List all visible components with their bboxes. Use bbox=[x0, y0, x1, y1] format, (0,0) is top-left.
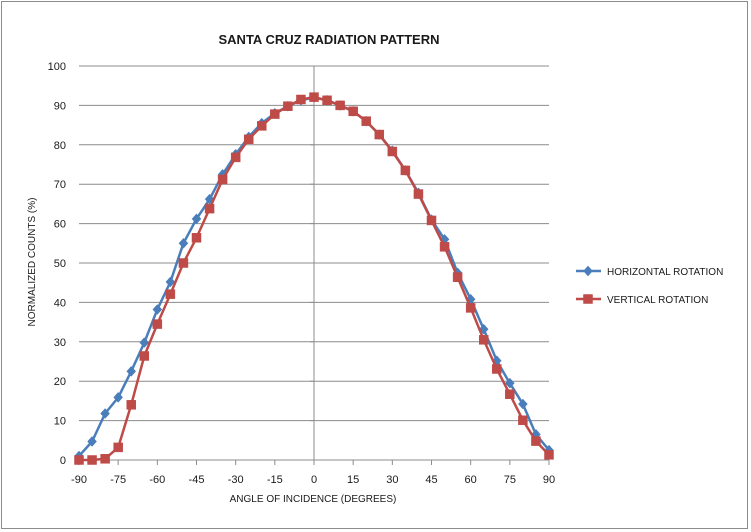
data-point-vertical-rotation--70 bbox=[126, 400, 136, 410]
y-tick-label-80: 80 bbox=[54, 140, 66, 152]
data-point-vertical-rotation-70 bbox=[492, 364, 502, 374]
data-point-horizontal-rotation--85 bbox=[87, 436, 97, 447]
data-point-horizontal-rotation--75 bbox=[113, 391, 124, 403]
x-tick-label--45: -45 bbox=[189, 474, 205, 486]
y-tick-label-100: 100 bbox=[48, 61, 66, 73]
x-tick-labels: -90 -75 -60 -45 -30 -15 0 15 30 45 60 75 90 bbox=[71, 474, 555, 486]
x-tick-label--75: -75 bbox=[110, 474, 126, 486]
x-tick-label--90: -90 bbox=[71, 474, 87, 486]
legend-item-vertical-rotation: VERTICAL ROTATION bbox=[576, 294, 708, 306]
data-point-horizontal-rotation--80 bbox=[100, 408, 110, 419]
x-tick-label-75: 75 bbox=[504, 474, 516, 486]
y-tick-label-50: 50 bbox=[54, 258, 66, 270]
data-point-vertical-rotation-15 bbox=[348, 106, 358, 117]
x-tick-label--15: -15 bbox=[267, 474, 283, 486]
data-point-horizontal-rotation--70 bbox=[126, 365, 137, 377]
legend: HORIZONTAL ROTATION VERTICAL ROTATION bbox=[576, 265, 723, 306]
data-point-vertical-rotation-65 bbox=[478, 335, 489, 345]
data-point-horizontal-rotation--50 bbox=[178, 237, 189, 249]
y-tick-label-60: 60 bbox=[54, 219, 66, 231]
x-tick-label-15: 15 bbox=[347, 474, 359, 486]
y-tick-label-30: 30 bbox=[54, 337, 66, 349]
data-point-vertical-rotation-20 bbox=[361, 116, 371, 126]
data-point-vertical-rotation-40 bbox=[413, 189, 424, 199]
y-tick-label-0: 0 bbox=[60, 455, 66, 467]
data-point-vertical-rotation--20 bbox=[257, 121, 267, 131]
data-point-vertical-rotation--25 bbox=[243, 134, 254, 145]
data-point-vertical-rotation-90 bbox=[544, 450, 554, 460]
series-layer bbox=[74, 92, 554, 465]
x-tick-label-45: 45 bbox=[425, 474, 437, 486]
data-point-vertical-rotation--35 bbox=[217, 174, 228, 185]
x-tick-label-90: 90 bbox=[543, 474, 555, 486]
data-point-vertical-rotation-45 bbox=[426, 215, 437, 226]
data-point-vertical-rotation-5 bbox=[322, 95, 332, 106]
x-axis-label: ANGLE OF INCIDENCE (DEGREES) bbox=[230, 494, 397, 505]
data-point-horizontal-rotation--65 bbox=[139, 337, 150, 348]
data-point-vertical-rotation-10 bbox=[335, 100, 345, 111]
data-point-vertical-rotation--55 bbox=[165, 289, 176, 299]
data-point-vertical-rotation-60 bbox=[465, 303, 476, 313]
data-point-vertical-rotation--75 bbox=[113, 442, 123, 453]
x-tick-label-60: 60 bbox=[465, 474, 477, 486]
data-point-vertical-rotation-55 bbox=[452, 272, 463, 282]
data-point-vertical-rotation-50 bbox=[439, 242, 450, 252]
chart-title: SANTA CRUZ RADIATION PATTERN bbox=[219, 32, 440, 47]
data-point-horizontal-rotation--60 bbox=[152, 304, 163, 315]
y-tick-label-70: 70 bbox=[54, 179, 66, 191]
data-point-vertical-rotation-0 bbox=[309, 92, 319, 102]
y-tick-label-10: 10 bbox=[54, 416, 66, 428]
data-point-vertical-rotation--45 bbox=[191, 233, 202, 243]
data-point-vertical-rotation-25 bbox=[374, 129, 385, 140]
x-tick-label-0: 0 bbox=[311, 474, 317, 486]
data-point-vertical-rotation--40 bbox=[204, 203, 215, 214]
x-tick-label--30: -30 bbox=[228, 474, 244, 486]
legend-label-vertical-rotation: VERTICAL ROTATION bbox=[607, 295, 708, 306]
data-point-vertical-rotation-35 bbox=[400, 165, 411, 176]
data-point-vertical-rotation-30 bbox=[387, 146, 398, 157]
data-point-vertical-rotation--80 bbox=[100, 454, 110, 464]
legend-item-horizontal-rotation: HORIZONTAL ROTATION bbox=[576, 265, 723, 278]
data-point-vertical-rotation-80 bbox=[518, 415, 528, 425]
y-tick-label-90: 90 bbox=[54, 100, 66, 112]
x-tick-label-30: 30 bbox=[386, 474, 398, 486]
data-point-vertical-rotation--50 bbox=[178, 258, 189, 268]
data-point-vertical-rotation--10 bbox=[283, 101, 293, 111]
data-point-vertical-rotation--60 bbox=[152, 319, 163, 329]
axes bbox=[78, 65, 550, 465]
data-point-vertical-rotation--30 bbox=[230, 152, 241, 163]
data-point-horizontal-rotation--55 bbox=[165, 276, 176, 288]
series-vertical-rotation bbox=[74, 92, 554, 465]
data-point-horizontal-rotation-80 bbox=[518, 398, 528, 410]
y-axis-label: NORMALIZED COUNTS (%) bbox=[27, 198, 38, 327]
legend-label-horizontal-rotation: HORIZONTAL ROTATION bbox=[607, 267, 723, 278]
data-point-vertical-rotation-75 bbox=[505, 389, 515, 399]
data-point-vertical-rotation--15 bbox=[270, 109, 280, 119]
legend-marker-vertical-rotation bbox=[583, 294, 593, 304]
data-point-vertical-rotation--90 bbox=[74, 455, 84, 465]
data-point-vertical-rotation--85 bbox=[87, 455, 97, 465]
data-point-vertical-rotation-85 bbox=[531, 436, 541, 446]
data-point-vertical-rotation--65 bbox=[139, 351, 150, 361]
data-point-vertical-rotation--5 bbox=[296, 94, 306, 105]
y-tick-labels: 0 10 20 30 40 50 60 70 80 90 100 bbox=[48, 61, 66, 467]
x-tick-label--60: -60 bbox=[149, 474, 165, 486]
legend-marker-horizontal-rotation bbox=[583, 265, 593, 277]
data-point-horizontal-rotation--45 bbox=[191, 213, 202, 225]
data-point-horizontal-rotation-75 bbox=[504, 377, 515, 389]
y-tick-label-40: 40 bbox=[54, 297, 66, 309]
y-tick-label-20: 20 bbox=[54, 376, 66, 388]
